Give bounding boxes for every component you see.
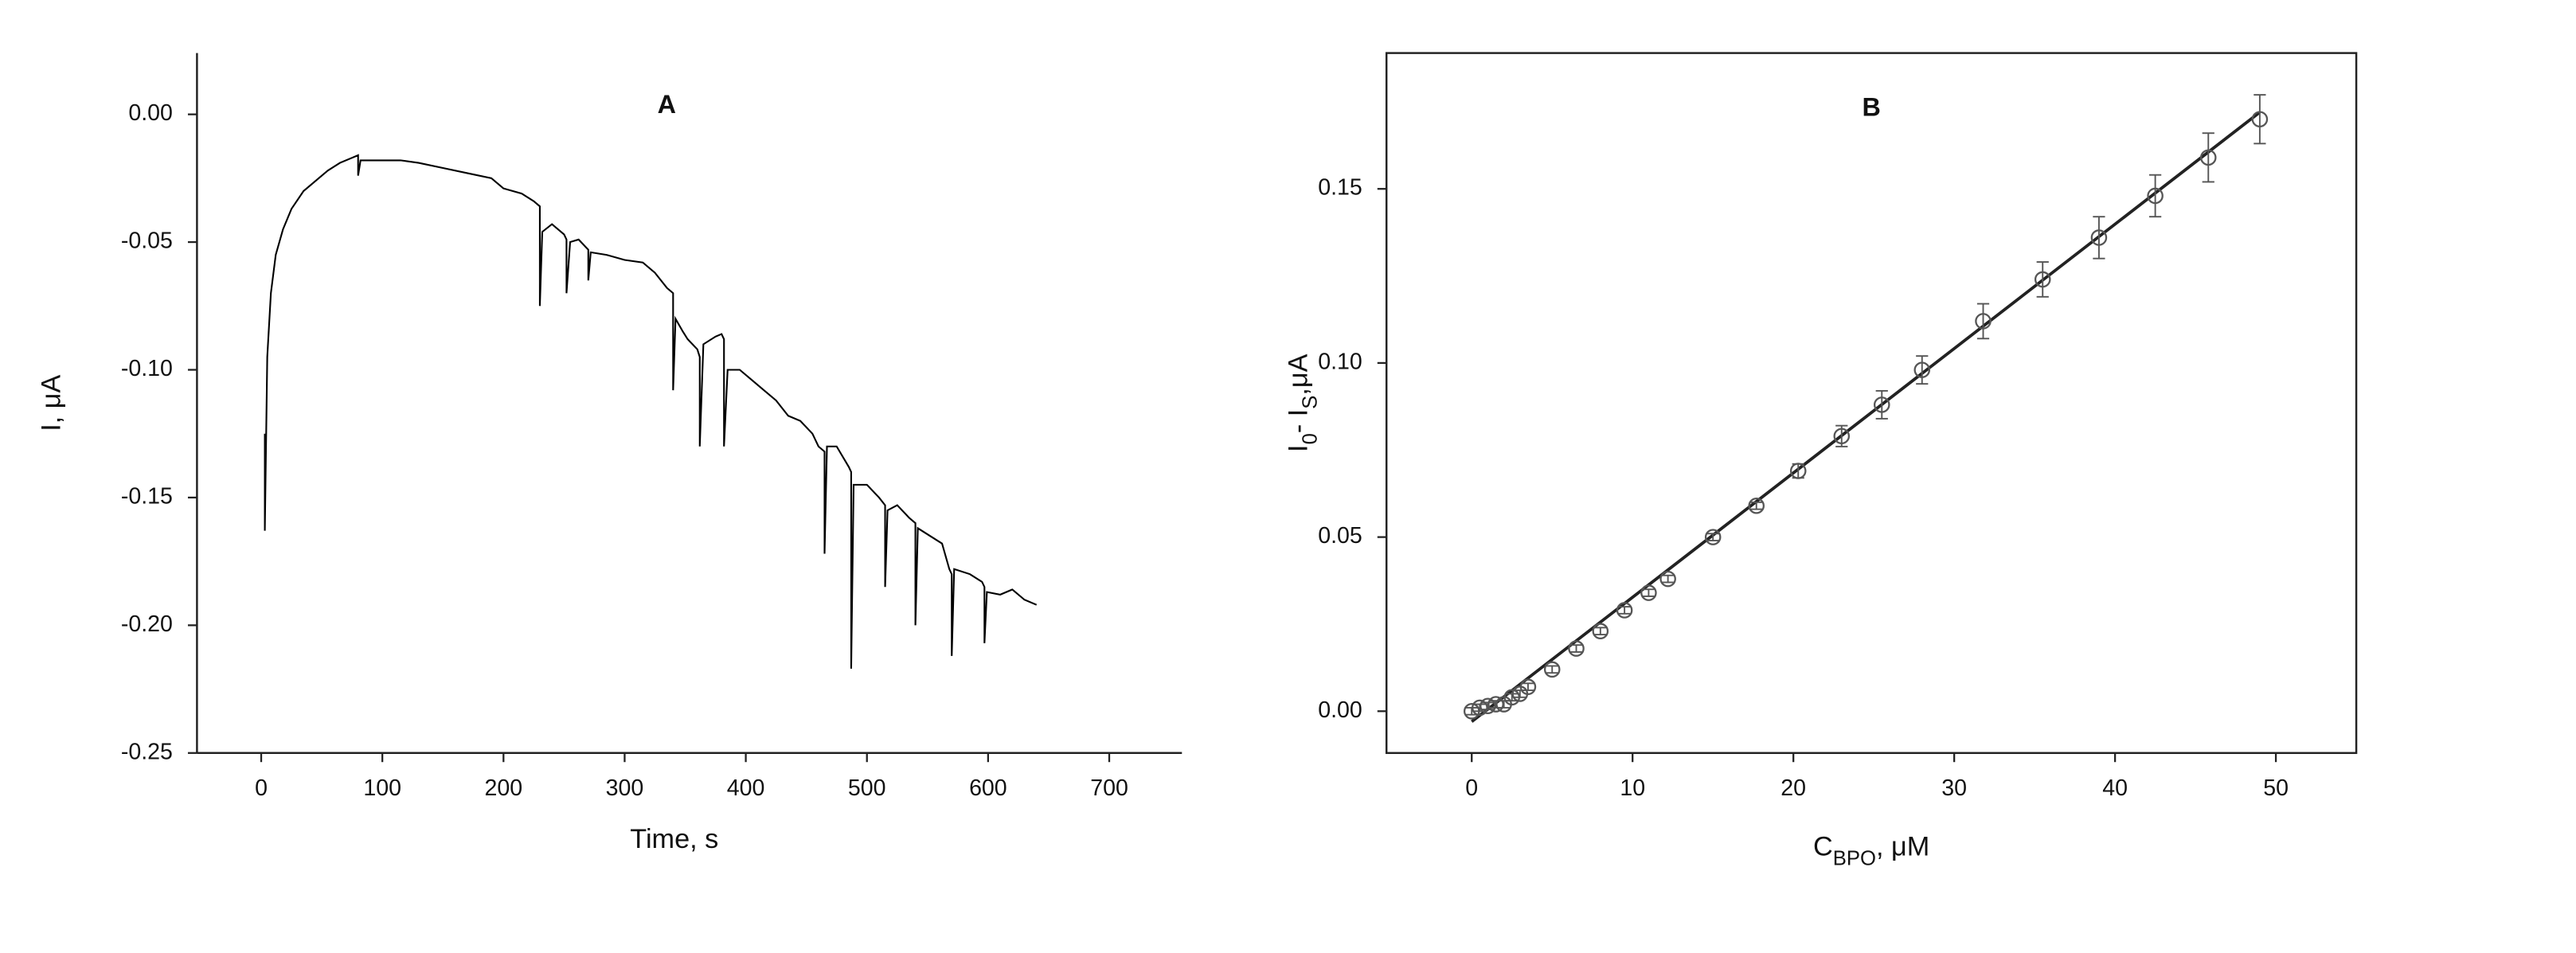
data-point <box>1616 602 1633 619</box>
error-bar <box>2148 174 2162 218</box>
error-bar <box>2093 216 2105 260</box>
panel-title: A <box>658 90 676 119</box>
x-axis-label-part: BPO <box>1833 847 1876 869</box>
current-trace <box>264 154 1038 669</box>
x-tick-label: 50 <box>2263 775 2289 801</box>
x-tick-label: 10 <box>1620 775 1645 801</box>
data-point <box>1543 661 1561 678</box>
plot-frame <box>1385 52 2358 755</box>
fit-line <box>1471 111 2261 723</box>
error-bar <box>1662 574 1675 584</box>
x-tick-label: 100 <box>363 775 401 801</box>
data-point <box>2251 111 2269 128</box>
x-tick-label: 500 <box>848 775 886 801</box>
y-tick-label: 0.05 <box>1318 523 1362 549</box>
data-point <box>1472 699 1488 717</box>
y-tick-label: -0.20 <box>121 611 173 637</box>
data-point <box>1480 697 1496 715</box>
error-bar <box>1569 644 1583 653</box>
error-bar <box>1546 665 1558 674</box>
error-bar <box>1522 682 1534 692</box>
y-axis-label-part: ,μA <box>1284 353 1314 395</box>
x-tick-label: 200 <box>484 775 522 801</box>
x-axis-label: CBPO, μM <box>1813 832 1929 870</box>
x-axis-label-part: C <box>1813 832 1833 862</box>
data-point <box>2090 229 2108 246</box>
error-bar <box>1875 389 1888 420</box>
y-tick-label: -0.25 <box>121 739 173 764</box>
data-point <box>1833 428 1851 445</box>
data-point <box>1592 623 1609 639</box>
y-axis-label-part: - I <box>1284 409 1314 433</box>
error-bar <box>1706 533 1719 541</box>
data-point <box>1975 313 1992 330</box>
error-bar <box>2036 261 2049 298</box>
error-bar <box>1642 588 1655 597</box>
data-point <box>1519 678 1537 695</box>
data-point <box>2199 149 2217 166</box>
y-tick-label: -0.15 <box>121 483 173 509</box>
data-point <box>2147 187 2164 205</box>
x-axis-label: Time, s <box>630 824 718 854</box>
data-point <box>1789 463 1807 479</box>
y-tick-label: 0.15 <box>1318 175 1362 201</box>
y-axis-label-part: S <box>1300 396 1322 409</box>
data-point <box>1640 584 1657 601</box>
data-point <box>1487 696 1504 713</box>
error-bar <box>2254 94 2266 145</box>
x-tick-label: 40 <box>2102 775 2128 801</box>
x-tick-label: 30 <box>1941 775 1967 801</box>
y-axis-label-part: I <box>1284 444 1314 452</box>
error-bar <box>1618 606 1631 615</box>
y-axis-label-part: 0 <box>1300 433 1322 444</box>
y-axis-label: I, μA <box>37 374 67 431</box>
error-bar <box>2202 132 2214 183</box>
error-bar <box>1594 627 1607 636</box>
data-point <box>1704 529 1722 545</box>
data-point <box>1873 396 1890 413</box>
x-tick-label: 300 <box>606 775 644 801</box>
y-tick-label: 0.00 <box>128 100 173 126</box>
x-tick-label: 0 <box>255 775 268 801</box>
data-point <box>2034 271 2051 288</box>
x-tick-label: 0 <box>1465 775 1478 801</box>
data-point <box>1913 361 1931 378</box>
y-tick-label: 0.10 <box>1318 349 1362 374</box>
x-tick-label: 400 <box>727 775 765 801</box>
x-axis-label-part: , μM <box>1876 832 1929 862</box>
y-tick-label: -0.05 <box>121 228 173 254</box>
error-bar <box>1916 355 1929 385</box>
y-axis-label: I0- IS,μA <box>1284 353 1322 452</box>
y-tick-label: 0.00 <box>1318 697 1362 723</box>
data-point <box>1659 570 1676 588</box>
error-bar <box>1750 501 1763 510</box>
panel-title: B <box>1862 93 1880 122</box>
x-tick-label: 600 <box>969 775 1007 801</box>
data-point <box>1568 640 1585 657</box>
data-point <box>1748 497 1765 514</box>
y-tick-label: -0.10 <box>121 356 173 381</box>
x-tick-label: 700 <box>1090 775 1128 801</box>
error-bar <box>1976 303 1990 340</box>
x-tick-label: 20 <box>1781 775 1806 801</box>
